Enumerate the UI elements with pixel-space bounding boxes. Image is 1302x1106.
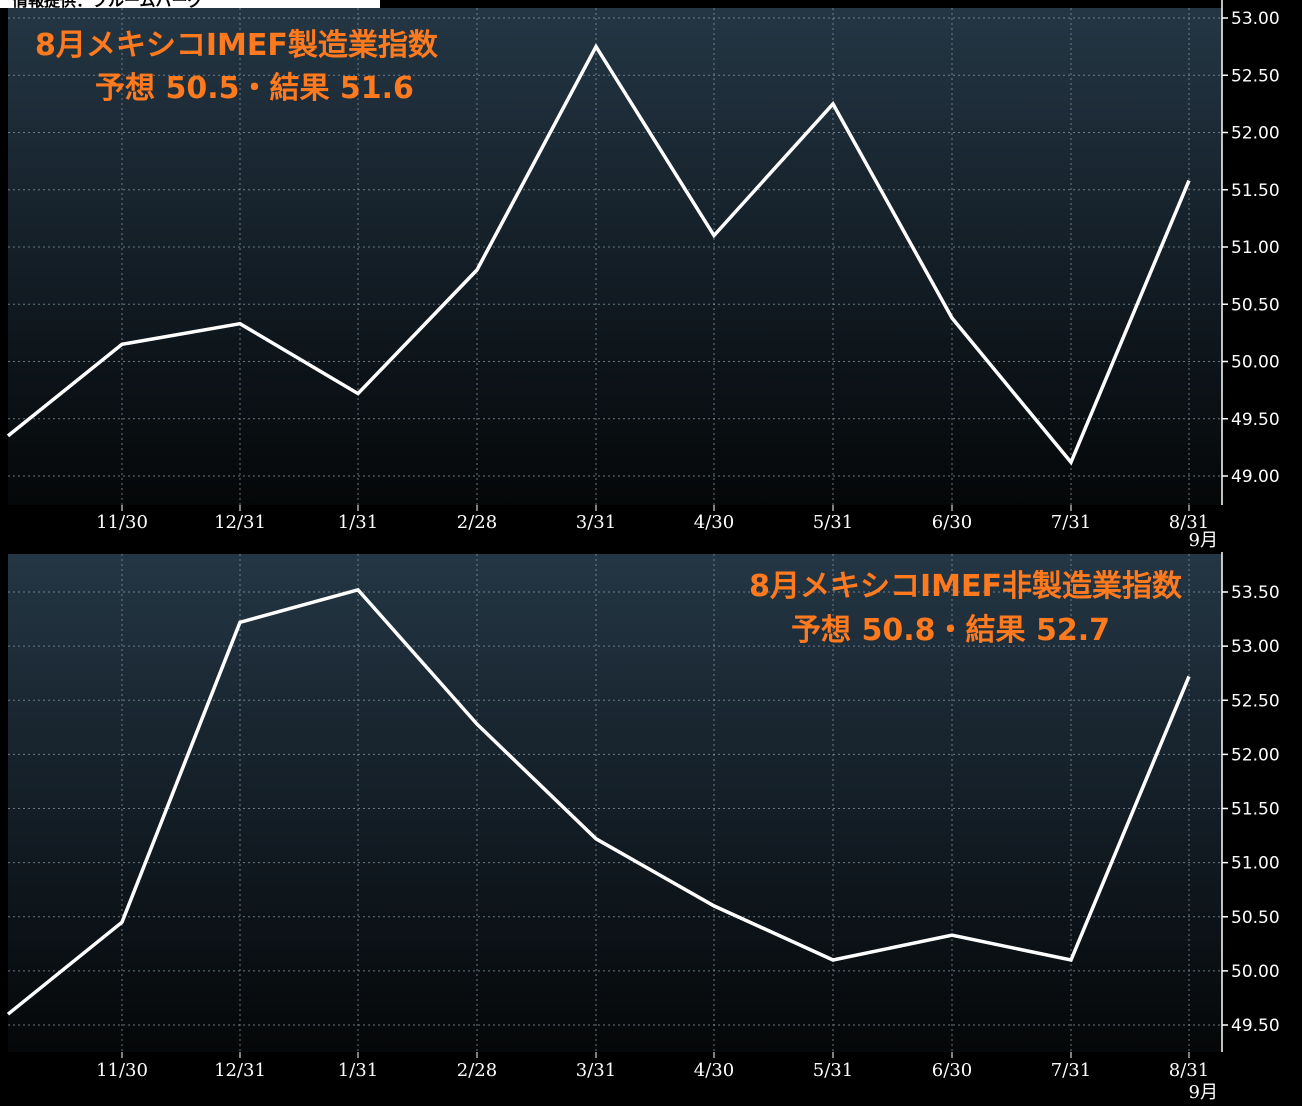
x-tick-label: 12/31 <box>214 512 266 533</box>
x-tick-label: 4/30 <box>694 512 734 533</box>
non-manufacturing-chart-panel: 53.50 53.00 52.50 52.00 51.50 51.00 50.50 50.00… <box>0 552 1302 1106</box>
manufacturing-chart-panel: 53.00 52.50 52.00 51.50 51.00 50.50 50.00 49.50… <box>0 0 1302 552</box>
manufacturing-chart: 53.00 52.50 52.00 51.50 51.00 50.50 50.00 49.50… <box>0 0 1302 552</box>
y-tick-label: 52.50 <box>1231 691 1280 711</box>
x-tick-label: 8/31 <box>1169 1060 1209 1081</box>
chart-title: 8月メキシコIMEF製造業指数 <box>35 28 439 63</box>
x-tick-label: 2/28 <box>457 1060 497 1081</box>
header-fragment: 情報提供：ブルームバーグ <box>12 0 204 10</box>
x-tick-label: 12/31 <box>214 1060 266 1081</box>
y-tick-label: 52.00 <box>1231 124 1280 144</box>
y-tick-label: 53.00 <box>1231 637 1280 657</box>
x-tick-label: 7/31 <box>1051 512 1091 533</box>
chart-subtitle: 予想 50.5・結果 51.6 <box>95 71 414 106</box>
y-tick-label: 53.00 <box>1231 9 1280 29</box>
y-tick-label: 52.00 <box>1231 745 1280 765</box>
y-tick-label: 49.00 <box>1231 467 1280 487</box>
x-corner-label: 9月 <box>1189 1082 1218 1103</box>
x-corner-label: 9月 <box>1189 530 1218 551</box>
chart-subtitle: 予想 50.8・結果 52.7 <box>791 613 1110 648</box>
y-tick-label: 52.50 <box>1231 66 1280 86</box>
y-tick-label: 51.00 <box>1231 854 1280 874</box>
x-tick-label: 5/31 <box>813 512 853 533</box>
y-tick-label: 50.50 <box>1231 295 1280 315</box>
x-tick-label: 3/31 <box>576 512 616 533</box>
x-tick-label: 1/31 <box>338 512 378 533</box>
x-tick-label: 3/31 <box>576 1060 616 1081</box>
y-tick-label: 50.50 <box>1231 908 1280 928</box>
y-tick-label: 50.00 <box>1231 962 1280 982</box>
x-tick-label: 1/31 <box>338 1060 378 1081</box>
chart-title: 8月メキシコIMEF非製造業指数 <box>749 569 1183 604</box>
y-tick-label: 51.00 <box>1231 238 1280 258</box>
x-tick-label: 7/31 <box>1051 1060 1091 1081</box>
non-manufacturing-chart: 53.50 53.00 52.50 52.00 51.50 51.00 50.50 50.00… <box>0 552 1302 1106</box>
header-strip <box>0 0 380 8</box>
y-tick-label: 51.50 <box>1231 181 1280 201</box>
y-tick-label: 49.50 <box>1231 410 1280 430</box>
y-tick-label: 53.50 <box>1231 583 1280 603</box>
x-tick-label: 5/31 <box>813 1060 853 1081</box>
x-tick-label: 6/30 <box>932 1060 972 1081</box>
y-tick-label: 50.00 <box>1231 353 1280 373</box>
y-tick-label: 51.50 <box>1231 800 1280 820</box>
x-tick-label: 2/28 <box>457 512 497 533</box>
x-tick-label: 8/31 <box>1169 512 1209 533</box>
plot-area <box>8 554 1222 1052</box>
x-tick-label: 11/30 <box>96 512 148 533</box>
plot-area <box>8 8 1222 505</box>
x-tick-label: 6/30 <box>932 512 972 533</box>
x-tick-label: 11/30 <box>96 1060 148 1081</box>
y-tick-label: 49.50 <box>1231 1016 1280 1036</box>
x-tick-label: 4/30 <box>694 1060 734 1081</box>
